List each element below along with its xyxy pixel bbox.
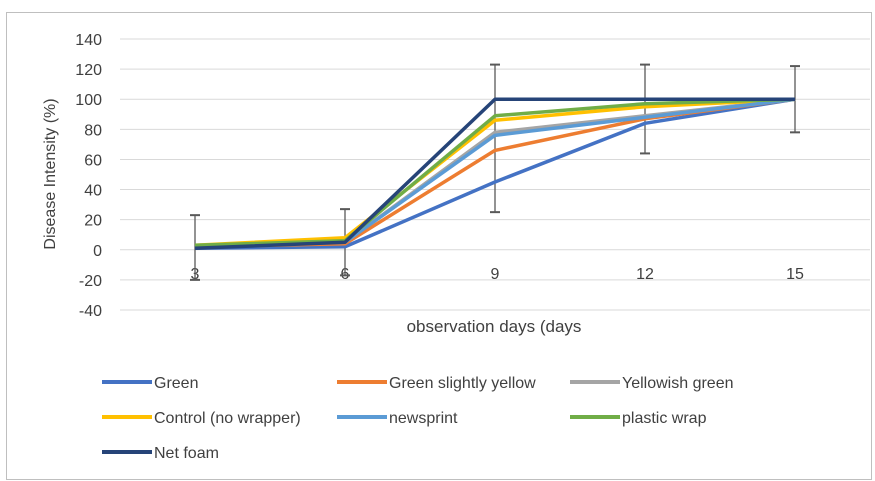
x-tick-label: 9 <box>491 266 500 283</box>
x-axis-label: observation days (days <box>407 317 582 336</box>
chart-frame <box>6 12 872 480</box>
y-tick-label: 40 <box>84 183 102 200</box>
legend: Green Green slightly yellow Yellowish gree… <box>102 375 733 462</box>
y-tick-label: -20 <box>79 273 102 290</box>
legend-label: Green <box>154 375 198 392</box>
y-tick-label: 140 <box>75 32 102 49</box>
y-tick-label: -40 <box>79 303 102 320</box>
x-tick-label: 15 <box>786 266 804 283</box>
legend-label: Control (no wrapper) <box>154 410 301 427</box>
legend-item: Green slightly yellow <box>337 375 536 392</box>
series-line-control-no-wrapper <box>194 97 796 248</box>
x-tick-label: 12 <box>636 266 654 283</box>
y-tick-label: 120 <box>75 62 102 79</box>
legend-label: plastic wrap <box>622 410 707 427</box>
y-tick-label: 100 <box>75 92 102 109</box>
series-line-green <box>194 97 796 251</box>
legend-item: newsprint <box>337 410 458 427</box>
y-tick-label: 80 <box>84 122 102 139</box>
y-tick-label: 60 <box>84 152 102 169</box>
legend-item: Yellowish green <box>570 375 733 392</box>
series-lines <box>194 97 796 251</box>
y-tick-label: 0 <box>93 243 102 260</box>
legend-label: newsprint <box>389 410 458 427</box>
y-tick-labels: -40 -20 0 20 40 60 80 100 120 140 <box>75 32 102 320</box>
y-tick-label: 20 <box>84 213 102 230</box>
legend-label: Green slightly yellow <box>389 375 536 392</box>
legend-item: plastic wrap <box>570 410 707 427</box>
error-bar <box>640 63 650 155</box>
error-bars <box>190 63 800 281</box>
legend-item: Green <box>102 375 198 392</box>
y-axis-label: Disease Intensity (%) <box>42 98 59 249</box>
legend-item: Net foam <box>102 445 219 462</box>
error-bar <box>490 63 500 214</box>
series-line-net-foam <box>194 97 795 251</box>
legend-label: Yellowish green <box>622 375 733 392</box>
series-line-plastic-wrap <box>194 97 796 248</box>
legend-item: Control (no wrapper) <box>102 410 301 427</box>
legend-label: Net foam <box>154 445 219 462</box>
